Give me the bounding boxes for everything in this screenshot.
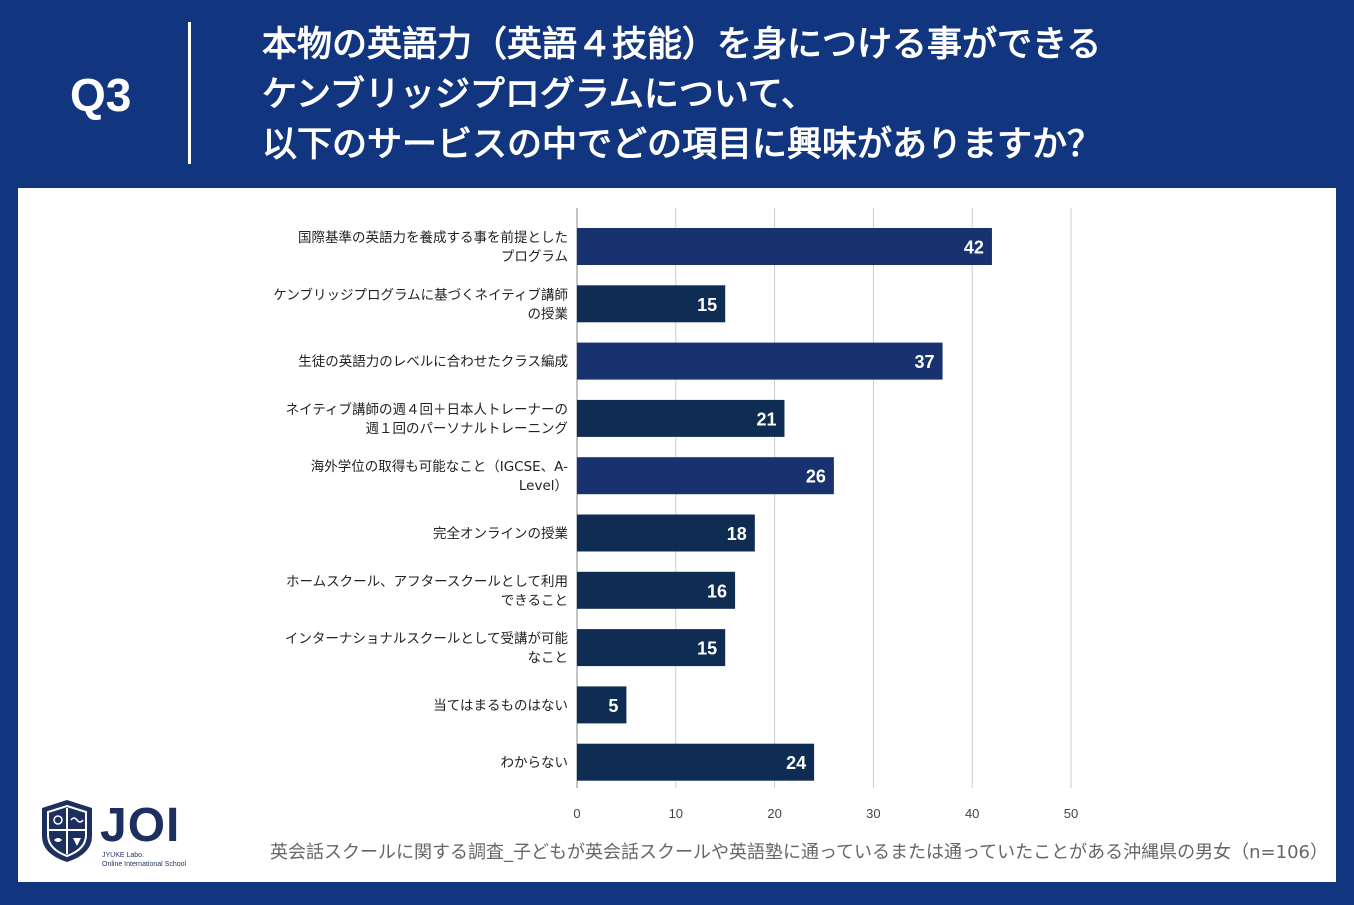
x-tick-label: 20: [767, 806, 781, 821]
data-label: 21: [756, 409, 776, 429]
chart-panel: 0 10 20 30 40 50 42 国際基準の英語力を養成する事を前提としたプログラム 15…: [18, 188, 1336, 882]
bar: [577, 629, 726, 667]
category-label: の授業: [528, 306, 569, 322]
category-label: プログラム: [501, 249, 568, 265]
x-tick-label: 40: [965, 806, 979, 821]
bar: [577, 514, 755, 552]
bar: [577, 285, 726, 323]
bar: [577, 743, 815, 781]
category-label: 完全オンラインの授業: [433, 525, 568, 542]
category-label: ホームスクール、アフタースクールとして利用: [286, 574, 568, 590]
survey-note: 英会話スクールに関する調査_子どもが英会話スクールや英語塾に通っているまたは通っ…: [269, 842, 1328, 863]
logo-subtitle: Online International School: [102, 861, 187, 868]
data-label: 5: [608, 696, 618, 716]
category-label: 週１回のパーソナルトレーニング: [366, 421, 569, 437]
data-label: 16: [707, 581, 727, 601]
data-label: 37: [915, 352, 935, 372]
bar: [577, 457, 834, 495]
question-title: 本物の英語力（英語４技能）を身につける事ができる ケンブリッジプログラムについて…: [262, 20, 1342, 170]
data-label: 15: [697, 295, 717, 315]
category-label: 生徒の英語力のレベルに合わせたクラス編成: [298, 353, 568, 370]
category-label: 当てはまるものはない: [433, 698, 568, 714]
data-label: 24: [786, 753, 806, 773]
data-label: 15: [697, 639, 717, 659]
data-label: 42: [964, 238, 984, 258]
category-label: ケンブリッジプログラムに基づくネイティブ講師: [273, 286, 568, 303]
question-label: Q3: [70, 69, 132, 121]
header-divider: [188, 22, 191, 164]
category-label: ネイティブ講師の週４回＋日本人トレーナーの: [286, 401, 568, 418]
category-label: 海外学位の取得も可能なこと（IGCSE、A-: [311, 458, 568, 475]
header: Q3 本物の英語力（英語４技能）を身につける事ができる ケンブリッジプログラムに…: [0, 0, 1354, 188]
x-tick-label: 30: [866, 806, 880, 821]
logo-text: JOI: [100, 799, 181, 852]
data-label: 18: [727, 524, 747, 544]
x-tick-label: 50: [1064, 806, 1078, 821]
bar: [577, 571, 736, 609]
data-label: 26: [806, 467, 826, 487]
category-label: インターナショナルスクールとして受講が可能: [285, 631, 568, 647]
question-title-line: ケンブリッジプログラムについて、: [262, 75, 817, 115]
question-title-line: 以下のサービスの中でどの項目に興味がありますか？: [262, 125, 1103, 165]
x-tick-label: 10: [669, 806, 683, 821]
question-title-line: 本物の英語力（英語４技能）を身につける事ができる: [262, 25, 1102, 65]
category-label: 国際基準の英語力を養成する事を前提とした: [298, 229, 568, 246]
bar: [577, 228, 992, 265]
bar: [577, 342, 943, 380]
logo-subtitle: JYUKE Labo.: [102, 852, 145, 859]
category-label: わからない: [501, 755, 569, 771]
joi-logo: JOI JYUKE Labo. Online International Sch…: [38, 798, 218, 878]
x-tick-label: 0: [573, 806, 580, 821]
bar: [577, 686, 627, 724]
category-label: Level）: [519, 478, 568, 494]
category-label: できること: [501, 593, 568, 609]
category-label: なこと: [528, 650, 569, 666]
bar: [577, 399, 785, 437]
shield-icon: [42, 800, 92, 862]
